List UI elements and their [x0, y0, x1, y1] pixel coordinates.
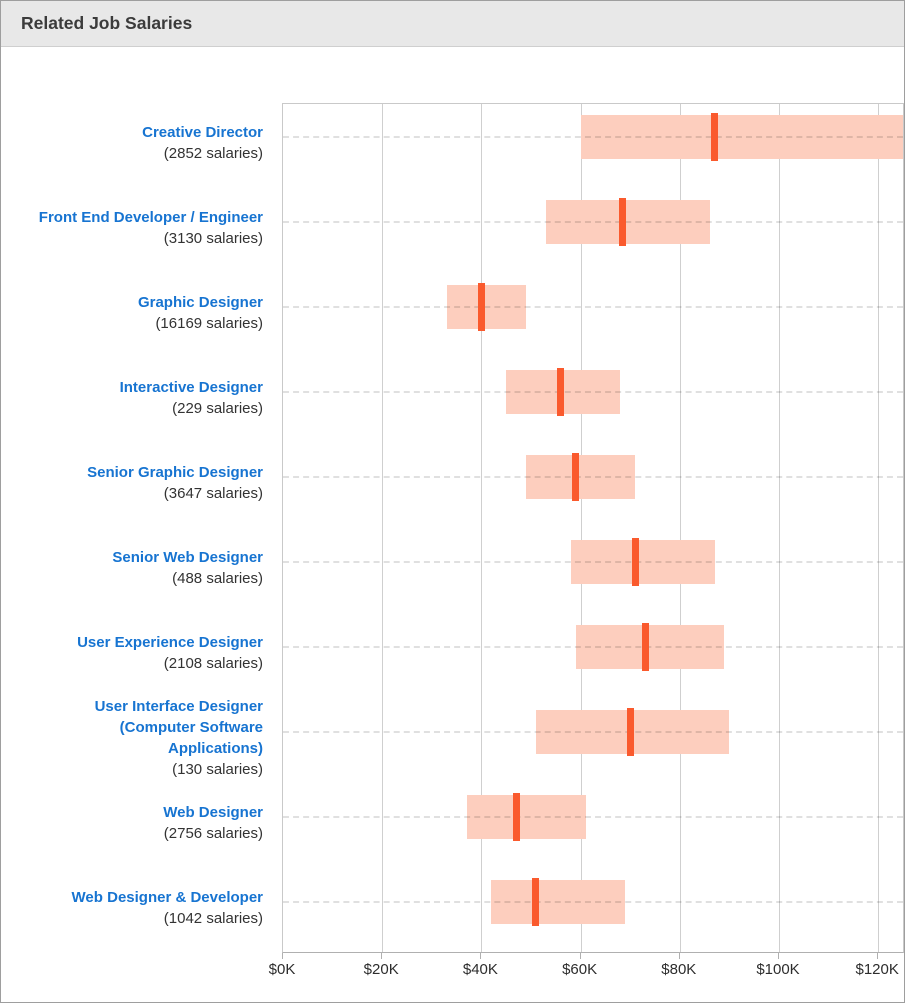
- axis-tick-label: $100K: [756, 961, 800, 978]
- median-salary-tick: [557, 368, 565, 416]
- axis-tick-mark: [381, 953, 383, 959]
- median-salary-tick: [641, 623, 649, 671]
- axis-tick-label: $80K: [661, 961, 697, 978]
- job-title-link[interactable]: User Interface Designer (Computer Softwa…: [94, 697, 263, 757]
- salary-range-bar[interactable]: [575, 625, 725, 669]
- gridline-100k: [779, 104, 780, 952]
- salary-count: (488 salaries): [172, 569, 263, 587]
- salary-range-bar[interactable]: [570, 540, 715, 584]
- job-label: User Experience Designer (2108 salaries): [1, 610, 273, 695]
- axis-tick-mark: [877, 953, 879, 959]
- job-title-link[interactable]: Senior Graphic Designer: [87, 463, 263, 481]
- job-label: Web Designer (2756 salaries): [1, 780, 273, 865]
- job-title-link[interactable]: Interactive Designer: [119, 378, 263, 396]
- job-label: User Interface Designer (Computer Softwa…: [1, 695, 273, 780]
- axis-tick-label: $120K: [855, 961, 899, 978]
- job-label: Web Designer & Developer (1042 salaries): [1, 865, 273, 950]
- row-guide-dashed-line: [283, 476, 903, 478]
- salary-count: (3130 salaries): [163, 229, 263, 247]
- axis-tick-mark: [480, 953, 482, 959]
- row-guide-dashed-line: [283, 901, 903, 903]
- gridline-120k: [878, 104, 880, 952]
- job-title-link[interactable]: Creative Director: [142, 123, 263, 141]
- row-guide-dashed-line: [283, 136, 903, 138]
- salary-count: (16169 salaries): [155, 314, 263, 332]
- salary-range-bar[interactable]: [466, 795, 586, 839]
- salary-count: (2756 salaries): [163, 824, 263, 842]
- salary-range-bar[interactable]: [526, 455, 636, 499]
- job-title-link[interactable]: Senior Web Designer: [112, 548, 263, 566]
- median-salary-tick: [711, 113, 719, 161]
- salary-count: (229 salaries): [172, 399, 263, 417]
- salary-count: (1042 salaries): [163, 909, 263, 927]
- job-title-link[interactable]: Graphic Designer: [137, 293, 263, 311]
- gridline-60k: [580, 104, 582, 952]
- job-label: Front End Developer / Engineer (3130 sala…: [1, 185, 273, 270]
- salary-range-bar[interactable]: [580, 115, 903, 159]
- salary-range-bar[interactable]: [446, 285, 527, 329]
- page-title: Related Job Salaries: [21, 13, 193, 33]
- median-salary-tick: [619, 198, 627, 246]
- job-label: Interactive Designer (229 salaries): [1, 355, 273, 440]
- plot-area: [282, 103, 904, 953]
- job-title-link[interactable]: User Experience Designer: [77, 633, 263, 651]
- salary-count: (2852 salaries): [163, 144, 263, 162]
- axis-tick-mark: [282, 953, 283, 959]
- salary-count: (3647 salaries): [163, 484, 263, 502]
- row-guide-dashed-line: [283, 561, 903, 563]
- axis-tick-mark: [579, 953, 581, 959]
- job-title-link[interactable]: Front End Developer / Engineer: [38, 208, 263, 226]
- row-guide-dashed-line: [283, 816, 903, 818]
- panel-header: Related Job Salaries: [1, 1, 904, 47]
- row-guide-dashed-line: [283, 391, 903, 393]
- job-label: Senior Graphic Designer (3647 salaries): [1, 440, 273, 525]
- axis-tick-label: $60K: [562, 961, 598, 978]
- salary-range-bar[interactable]: [491, 880, 626, 924]
- row-guide-dashed-line: [283, 306, 903, 308]
- salary-range-bar[interactable]: [545, 200, 710, 244]
- axis-tick-mark: [678, 953, 680, 959]
- axis-tick-mark: [778, 953, 779, 959]
- median-salary-tick: [512, 793, 520, 841]
- row-guide-dashed-line: [283, 731, 903, 733]
- median-salary-tick: [477, 283, 485, 331]
- job-label: Creative Director (2852 salaries): [1, 100, 273, 185]
- row-guide-dashed-line: [283, 646, 903, 648]
- job-title-link[interactable]: Web Designer & Developer: [71, 888, 263, 906]
- axis-tick-label: $0K: [268, 961, 296, 978]
- gridline-80k: [679, 104, 681, 952]
- job-title-link[interactable]: Web Designer: [163, 803, 263, 821]
- axis-tick-label: $20K: [363, 961, 399, 978]
- salary-count: (130 salaries): [172, 760, 263, 778]
- axis-tick-label: $40K: [462, 961, 498, 978]
- median-salary-tick: [532, 878, 540, 926]
- median-salary-tick: [626, 708, 634, 756]
- job-label: Graphic Designer (16169 salaries): [1, 270, 273, 355]
- row-guide-dashed-line: [283, 221, 903, 223]
- salary-count: (2108 salaries): [163, 654, 263, 672]
- median-salary-tick: [572, 453, 580, 501]
- gridline-40k: [481, 104, 483, 952]
- gridline-20k: [382, 104, 384, 952]
- job-label: Senior Web Designer (488 salaries): [1, 525, 273, 610]
- median-salary-tick: [631, 538, 639, 586]
